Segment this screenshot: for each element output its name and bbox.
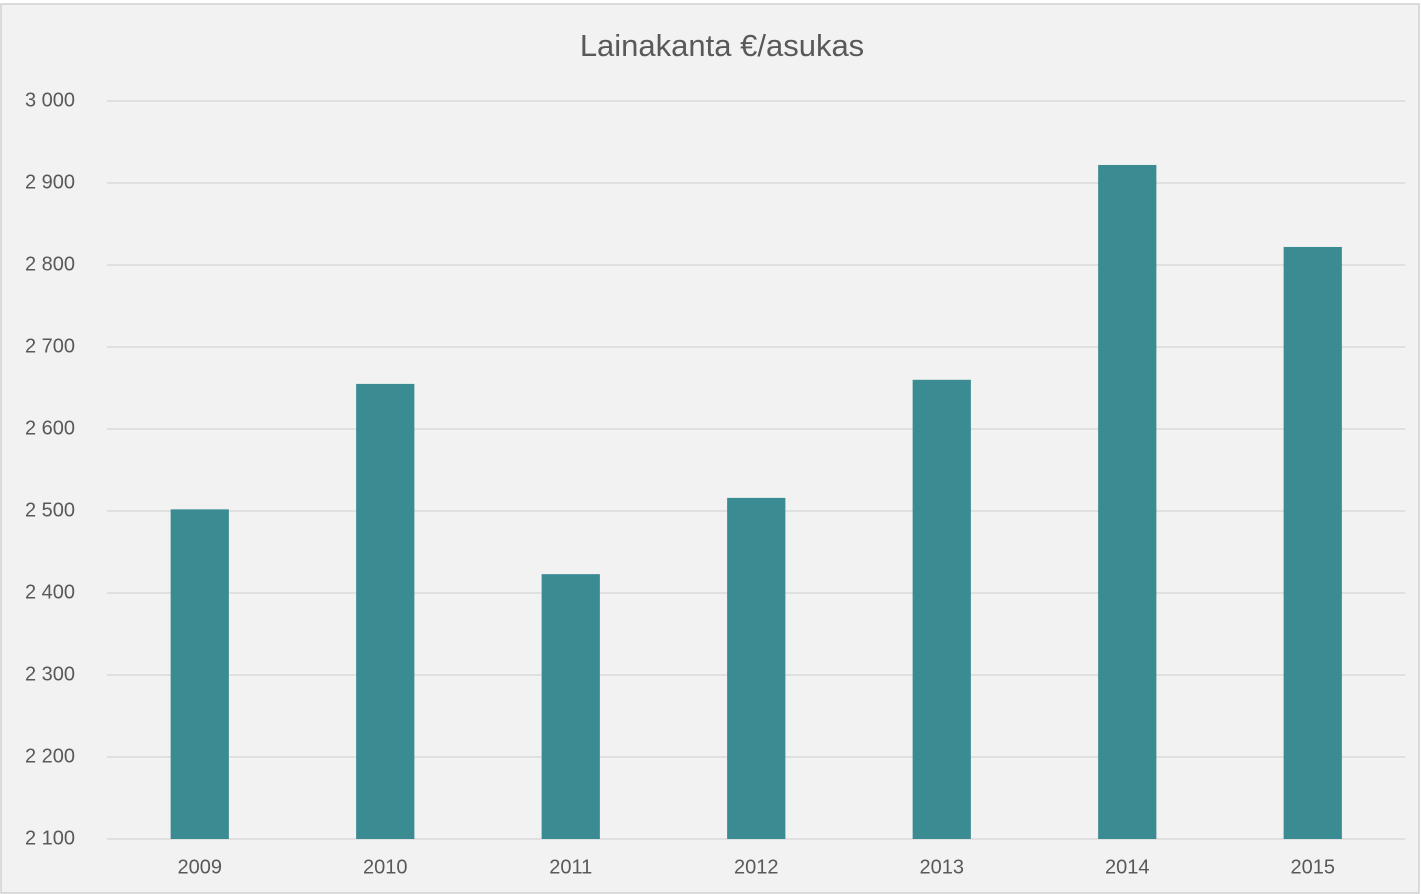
- bar: [1283, 246, 1342, 839]
- y-tick-label: 2 600: [25, 417, 75, 439]
- y-tick-label: 3 000: [25, 89, 75, 111]
- bar: [541, 574, 600, 839]
- bar: [912, 379, 971, 839]
- y-tick-label: 2 500: [25, 499, 75, 521]
- bar: [356, 383, 415, 839]
- x-tick-label: 2013: [920, 856, 965, 878]
- y-tick-label: 2 700: [25, 335, 75, 357]
- x-tick-label: 2014: [1105, 856, 1150, 878]
- x-tick-label: 2009: [178, 856, 223, 878]
- y-tick-label: 2 900: [25, 171, 75, 193]
- y-tick-label: 2 400: [25, 581, 75, 603]
- y-tick-label: 2 800: [25, 253, 75, 275]
- y-tick-label: 2 100: [25, 827, 75, 849]
- x-tick-label: 2011: [549, 856, 592, 878]
- bar: [727, 497, 786, 839]
- chart-title: Lainakanta €/asukas: [580, 28, 864, 63]
- y-tick-label: 2 300: [25, 663, 75, 685]
- bar: [1098, 164, 1157, 839]
- bar: [170, 509, 229, 839]
- chart-background: [0, 3, 1420, 894]
- x-tick-label: 2015: [1291, 856, 1336, 878]
- x-tick-label: 2012: [734, 856, 779, 878]
- x-tick-label: 2010: [363, 856, 408, 878]
- y-tick-label: 2 200: [25, 745, 75, 767]
